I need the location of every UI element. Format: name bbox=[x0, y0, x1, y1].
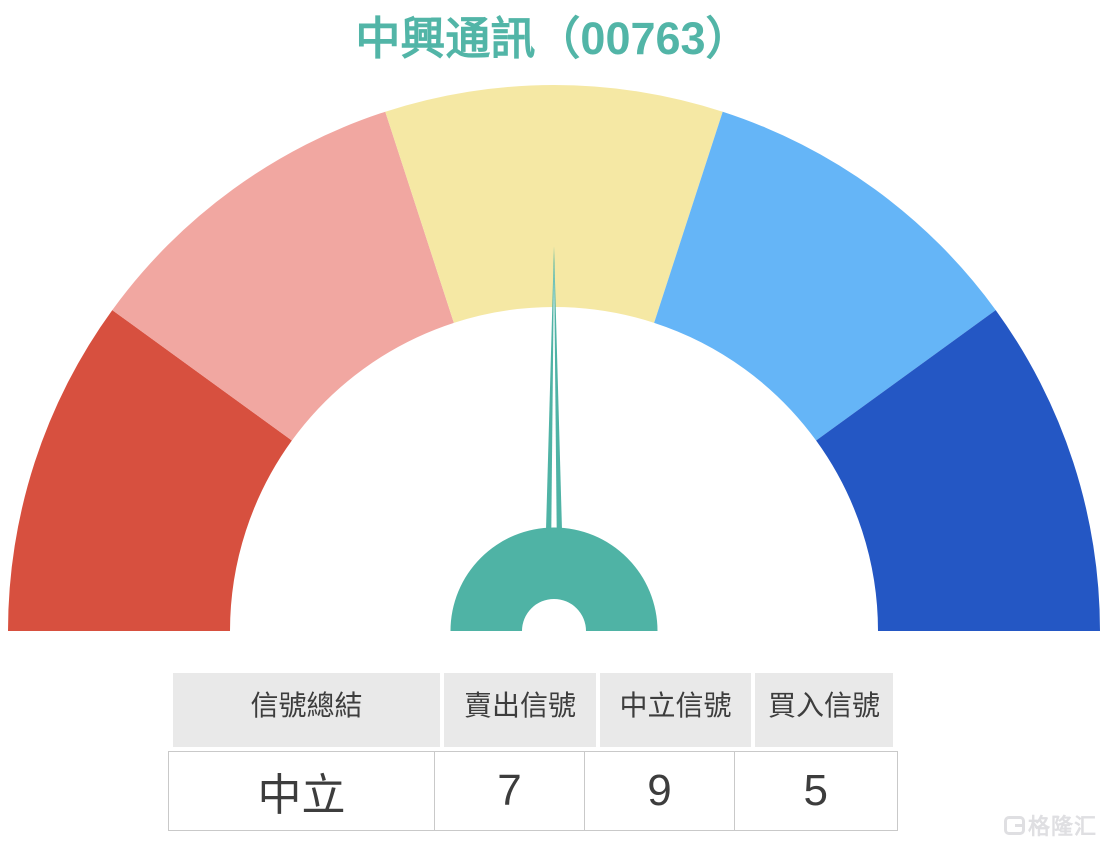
cell-sell-count: 7 bbox=[433, 751, 586, 831]
gelonghui-logo-icon bbox=[1003, 815, 1025, 835]
cell-signal-summary: 中立 bbox=[168, 751, 435, 831]
cell-buy-count: 5 bbox=[733, 751, 898, 831]
gauge-segment-strong-buy-zone bbox=[816, 310, 1100, 631]
header-buy-signals: 買入信號 bbox=[755, 673, 893, 747]
signal-table: 信號總結 賣出信號 中立信號 買入信號 中立 7 9 5 bbox=[168, 673, 898, 831]
gauge-segment-neutral-zone bbox=[385, 85, 723, 323]
logo-bar bbox=[1014, 823, 1023, 827]
signal-table-data-row: 中立 7 9 5 bbox=[168, 751, 898, 831]
header-sell-signals: 賣出信號 bbox=[444, 673, 596, 747]
gauge-segment-sell-zone bbox=[112, 111, 454, 441]
gauge-needle-slit bbox=[551, 262, 557, 530]
stock-title: 中興通訊（00763） bbox=[355, 13, 751, 64]
gelonghui-brand-text: 格隆汇 bbox=[1027, 814, 1097, 839]
cell-neutral-count: 9 bbox=[584, 751, 735, 831]
header-neutral-signals: 中立信號 bbox=[600, 673, 751, 747]
gauge-hub bbox=[450, 527, 658, 631]
gauge-segment-buy-zone bbox=[654, 111, 996, 441]
signal-table-header-row: 信號總結 賣出信號 中立信號 買入信號 bbox=[168, 673, 898, 747]
gelonghui-watermark: 格隆汇 bbox=[1003, 809, 1097, 841]
gauge-segment-strong-sell-zone bbox=[8, 310, 292, 631]
header-signal-summary: 信號總結 bbox=[173, 673, 440, 747]
